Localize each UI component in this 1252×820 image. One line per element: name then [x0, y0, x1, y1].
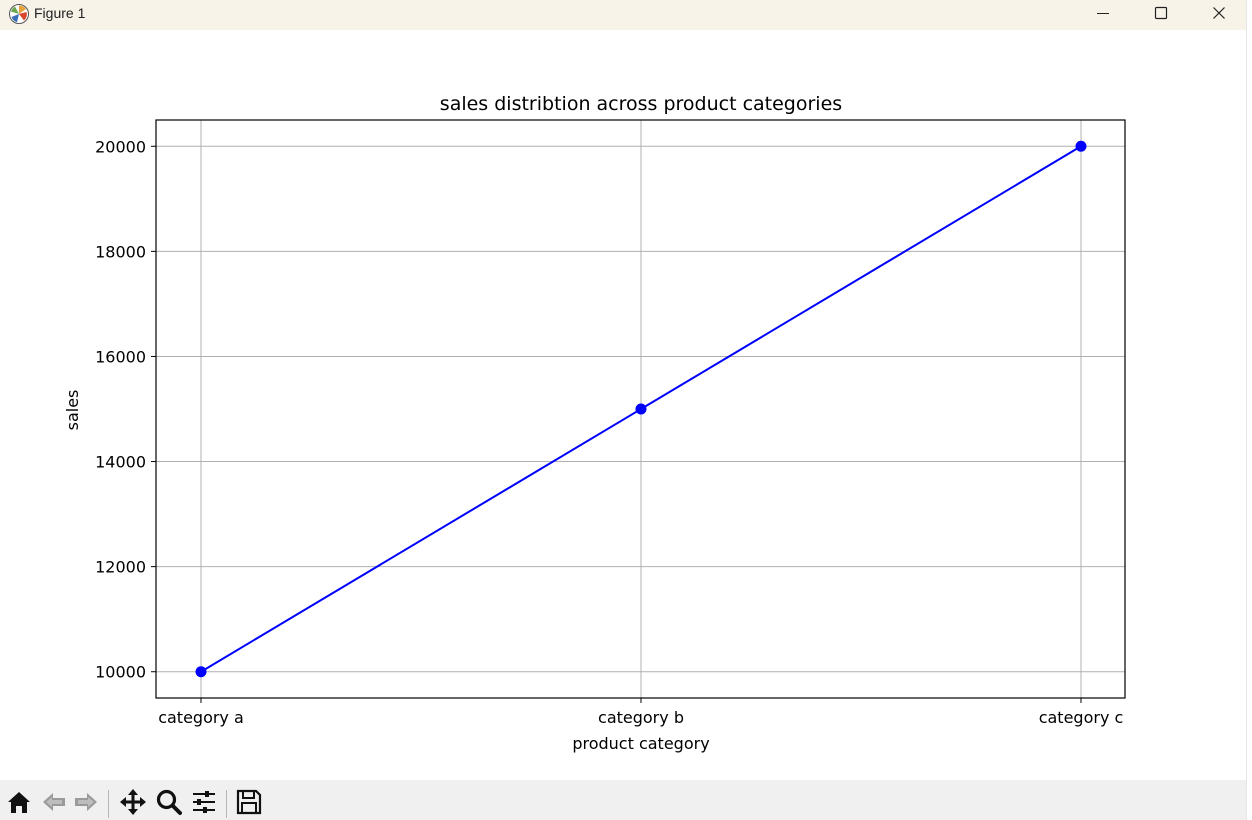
y-axis-label: sales: [63, 390, 82, 431]
y-tick-label: 20000: [95, 137, 146, 156]
title-bar[interactable]: Figure 1: [0, 0, 1252, 30]
x-tick-label: category b: [598, 708, 684, 727]
y-tick-label: 12000: [95, 558, 146, 577]
data-point: [635, 403, 647, 415]
minimize-button[interactable]: [1074, 0, 1132, 30]
maximize-button[interactable]: [1132, 0, 1190, 30]
home-button[interactable]: [3, 788, 35, 820]
window-title: Figure 1: [34, 5, 86, 21]
back-button[interactable]: [38, 788, 70, 820]
x-tick-label: category c: [1039, 708, 1124, 727]
minimize-icon: [1095, 5, 1111, 25]
grid-lines: [156, 120, 1125, 698]
maximize-icon: [1153, 5, 1169, 25]
pan-icon: [119, 788, 147, 820]
home-icon: [5, 788, 33, 820]
toolbar-separator: [226, 790, 227, 818]
x-axis-label: product category: [572, 734, 709, 753]
close-icon: [1211, 5, 1227, 25]
pan-button[interactable]: [117, 788, 149, 820]
data-point: [1075, 140, 1087, 152]
toolbar-separator: [108, 790, 109, 818]
forward-button[interactable]: [70, 788, 102, 820]
y-tick-label: 16000: [95, 347, 146, 366]
configure-subplots-button[interactable]: [188, 788, 220, 820]
save-button[interactable]: [233, 788, 265, 820]
figure-canvas[interactable]: sales distribtion across product categor…: [0, 30, 1252, 780]
y-tick-label: 14000: [95, 453, 146, 472]
forward-arrow-icon: [72, 788, 100, 820]
save-icon: [235, 788, 263, 820]
zoom-icon: [155, 788, 183, 820]
zoom-button[interactable]: [153, 788, 185, 820]
axes-frame: [155, 119, 1126, 699]
matplotlib-logo-icon: [8, 3, 30, 25]
close-button[interactable]: [1190, 0, 1248, 30]
y-tick-label: 10000: [95, 663, 146, 682]
back-arrow-icon: [40, 788, 68, 820]
line-chart: sales distribtion across product categor…: [63, 93, 1126, 753]
window-edge: [1246, 0, 1252, 820]
configure-subplots-icon: [190, 788, 218, 820]
y-tick-label: 18000: [95, 242, 146, 261]
data-point: [195, 666, 207, 678]
navigation-toolbar: [0, 780, 1252, 820]
x-tick-label: category a: [158, 708, 244, 727]
chart-title: sales distribtion across product categor…: [440, 93, 842, 115]
